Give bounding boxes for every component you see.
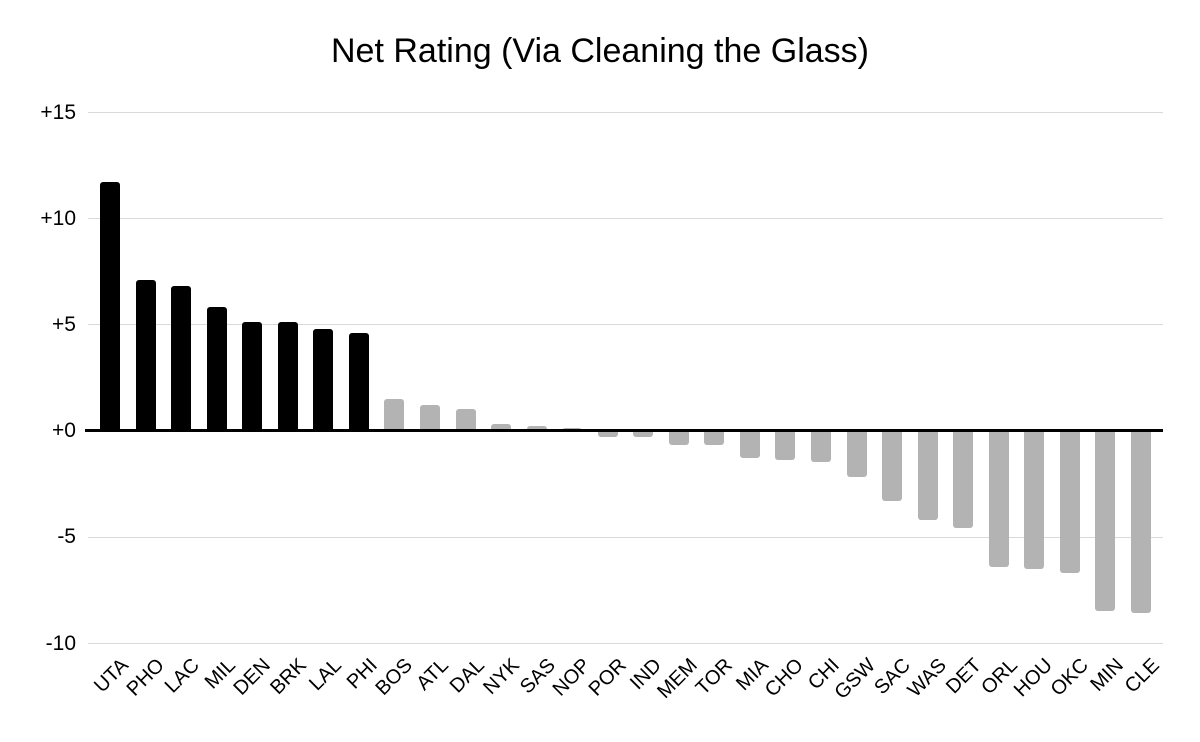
bar-bos [384, 398, 405, 431]
bar-cho [775, 430, 796, 461]
gridline-10 [88, 218, 1163, 220]
bar-lac [171, 286, 192, 431]
bar-sas [526, 426, 547, 431]
bar-chi [811, 430, 831, 463]
bar-mia [739, 430, 760, 459]
y-tick-label-p15: +15 [40, 100, 76, 124]
gridline-15 [88, 112, 1163, 113]
y-axis-labels: +15 +10 +5 +0 -5 -10 [0, 102, 76, 654]
y-tick-label-m5: -5 [57, 525, 76, 549]
bar-phi [348, 332, 369, 431]
y-tick-label-p0: +0 [52, 419, 76, 443]
bar-uta [100, 182, 120, 431]
gridline-5 [88, 324, 1163, 326]
bar-lal [313, 328, 334, 431]
bar-orl [988, 430, 1009, 567]
plot-area [85, 112, 1163, 644]
bar-atl [419, 405, 440, 431]
bar-dal [455, 409, 476, 431]
bar-nyk [491, 424, 512, 431]
chart-title: Net Rating (Via Cleaning the Glass) [331, 32, 869, 70]
bar-mem [668, 430, 689, 446]
bar-cle [1130, 430, 1151, 614]
bar-gsw [846, 430, 867, 478]
x-axis-labels: UTA PHO LAC MIL DEN BRK LAL PHI BOS ATL DAL NYK SAS N… [88, 643, 1164, 742]
zero-axis-line [85, 429, 1163, 433]
bar-hou [1024, 430, 1045, 569]
bar-tor [704, 430, 725, 446]
bar-sac [882, 430, 903, 501]
bar-pho [135, 279, 156, 431]
gridline--10 [88, 643, 1163, 644]
bar-was [917, 430, 938, 520]
bar-den [242, 322, 263, 431]
bar-mil [206, 307, 227, 431]
bar-okc [1059, 430, 1080, 573]
y-tick-label-m10: -10 [45, 631, 76, 655]
gridline--5 [88, 536, 1163, 538]
bar-brk [277, 322, 298, 431]
bar-por [597, 430, 618, 437]
y-tick-label-p5: +5 [52, 312, 76, 336]
bar-min [1095, 430, 1116, 612]
bar-det [953, 430, 974, 529]
bar-ind [633, 430, 654, 437]
y-tick-label-p10: +10 [40, 206, 76, 230]
